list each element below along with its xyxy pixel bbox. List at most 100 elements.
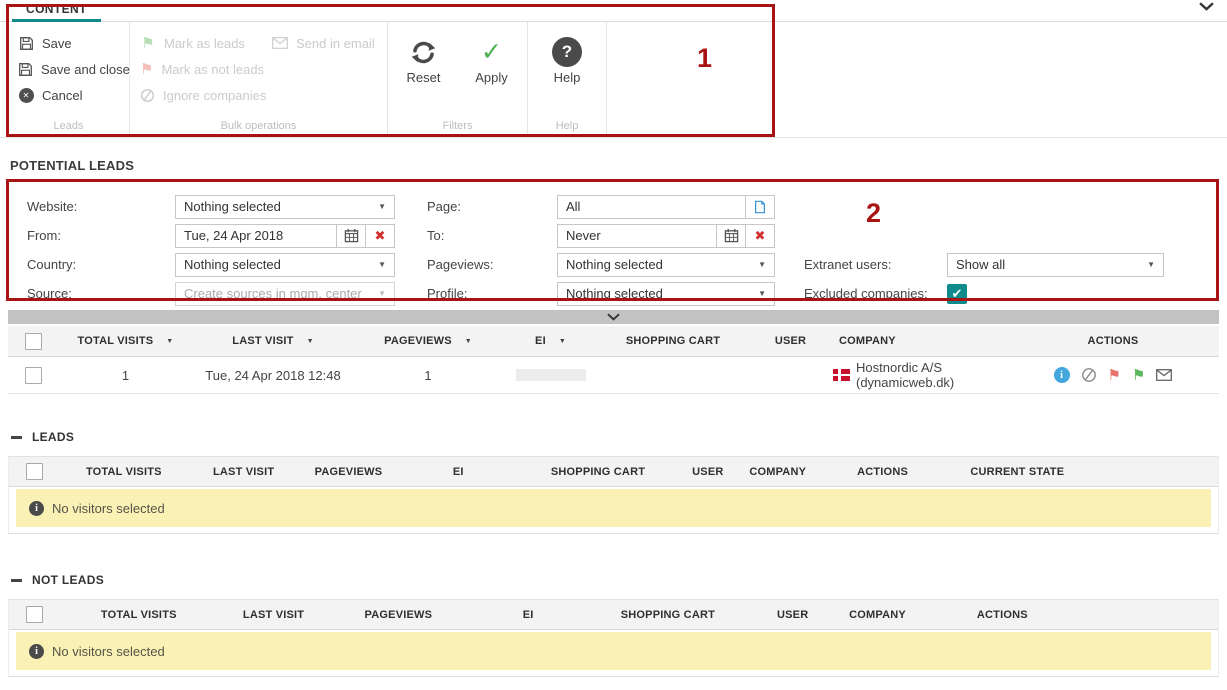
- column-last-visit: LAST VISIT: [232, 335, 294, 347]
- apply-label: Apply: [475, 70, 508, 85]
- column-ei: EI: [452, 465, 464, 478]
- potential-table-header: TOTAL VISITS ▼ LAST VISIT ▼ PAGEVIEWS ▼ …: [8, 326, 1219, 357]
- column-pageviews: PAGEVIEWS: [364, 608, 433, 621]
- filters-collapse-bar[interactable]: [8, 310, 1219, 324]
- column-user: USER: [777, 608, 809, 621]
- red-flag-icon[interactable]: ⚑: [1107, 366, 1121, 384]
- chevron-down-icon: ▼: [378, 289, 386, 298]
- mark-as-not-leads-label: Mark as not leads: [161, 61, 265, 77]
- help-label: Help: [553, 70, 581, 85]
- tab-content[interactable]: CONTENT: [12, 0, 101, 22]
- annotation-number-1: 1: [697, 43, 713, 73]
- clear-x-icon: ✖: [374, 227, 386, 243]
- ignore-companies-button[interactable]: Ignore companies: [130, 82, 266, 108]
- source-value: Create sources in mgm. center: [184, 286, 362, 301]
- excluded-companies-label: Excluded companies:: [804, 286, 928, 301]
- to-date-field[interactable]: Never ✖: [557, 223, 775, 248]
- ignore-icon[interactable]: [1081, 367, 1097, 383]
- info-icon[interactable]: i: [1053, 367, 1070, 383]
- profile-select[interactable]: Nothing selected ▼: [557, 281, 775, 306]
- collapse-minus-icon[interactable]: [11, 578, 22, 582]
- select-all-checkbox[interactable]: [26, 463, 43, 480]
- group-label-help: Help: [555, 120, 579, 132]
- from-clear-button[interactable]: ✖: [365, 224, 394, 247]
- ei-score-bar: [515, 369, 586, 381]
- email-icon[interactable]: [1156, 369, 1173, 381]
- reset-label: Reset: [406, 70, 441, 85]
- potential-leads-table: TOTAL VISITS ▼ LAST VISIT ▼ PAGEVIEWS ▼ …: [8, 326, 1219, 394]
- profile-label: Profile:: [427, 286, 468, 301]
- green-flag-icon[interactable]: ⚑: [1132, 366, 1146, 384]
- column-ei: EI: [522, 608, 534, 621]
- send-in-email-button[interactable]: Send in email: [262, 30, 375, 56]
- to-clear-button[interactable]: ✖: [745, 224, 774, 247]
- not-leads-empty-message: i No visitors selected: [16, 632, 1211, 670]
- save-button[interactable]: Save: [8, 30, 129, 56]
- ribbon-group-filters: Reset ✓ Apply Filters: [388, 22, 528, 137]
- column-shopping-cart: SHOPPING CART: [550, 465, 646, 478]
- sort-icon[interactable]: ▼: [464, 337, 472, 345]
- not-leads-table-header: TOTAL VISITS LAST VISIT PAGEVIEWS EI SHO…: [9, 599, 1218, 630]
- website-select[interactable]: Nothing selected ▼: [175, 194, 395, 219]
- extranet-users-select[interactable]: Show all ▼: [947, 252, 1164, 277]
- cancel-button[interactable]: ✕ Cancel: [8, 82, 129, 108]
- column-last-visit: LAST VISIT: [242, 608, 305, 621]
- help-button[interactable]: ? Help: [536, 30, 598, 137]
- column-shopping-cart: SHOPPING CART: [620, 608, 716, 621]
- chevron-down-icon: ▼: [1147, 260, 1155, 269]
- column-actions: ACTIONS: [1087, 335, 1139, 347]
- apply-button[interactable]: ✓ Apply: [461, 30, 523, 137]
- ribbon-group-bulk-operations: ⚑ Mark as leads ⚑ Mark as not leads Igno…: [130, 22, 388, 137]
- from-calendar-button[interactable]: [336, 224, 365, 247]
- company-name: Hostnordic A/S (dynamicweb.dk): [856, 360, 955, 390]
- page-title: POTENTIAL LEADS: [10, 158, 135, 173]
- leads-section-header: LEADS: [11, 430, 1227, 444]
- ribbon-toolbar: Save Save and close ✕ Cancel Leads ⚑ Mar…: [0, 22, 1227, 138]
- column-total-visits: TOTAL VISITS: [100, 608, 177, 621]
- sort-icon[interactable]: ▼: [306, 337, 314, 345]
- pageviews-value: 1: [424, 367, 432, 383]
- column-company: COMPANY: [839, 335, 896, 347]
- filters-panel: Website: Nothing selected ▼ Page: All Fr…: [8, 183, 1219, 306]
- extranet-users-value: Show all: [956, 257, 1006, 272]
- last-visit-value: Tue, 24 Apr 2018 12:48: [205, 367, 341, 383]
- from-date-field[interactable]: Tue, 24 Apr 2018 ✖: [175, 223, 395, 248]
- pageviews-select[interactable]: Nothing selected ▼: [557, 252, 775, 277]
- column-pageviews: PAGEVIEWS: [384, 335, 452, 347]
- select-all-checkbox[interactable]: [25, 332, 42, 350]
- sort-icon[interactable]: ▼: [166, 337, 174, 345]
- chevron-down-icon: ▼: [758, 260, 766, 269]
- ignore-companies-label: Ignore companies: [163, 87, 267, 103]
- page-picker-button[interactable]: [745, 195, 774, 218]
- column-last-visit: LAST VISIT: [212, 465, 275, 478]
- country-label: Country:: [27, 257, 77, 272]
- leads-empty-message: i No visitors selected: [16, 489, 1211, 527]
- select-all-checkbox[interactable]: [26, 606, 43, 623]
- page-field[interactable]: All: [557, 194, 775, 219]
- page-icon: [753, 200, 767, 214]
- chevron-down-icon: ▼: [758, 289, 766, 298]
- mark-as-leads-button[interactable]: ⚑ Mark as leads: [130, 30, 262, 56]
- website-label: Website:: [27, 199, 78, 214]
- save-and-close-button[interactable]: Save and close: [8, 56, 130, 82]
- pageviews-value: Nothing selected: [566, 257, 663, 272]
- sort-icon[interactable]: ▼: [558, 337, 566, 345]
- collapse-minus-icon[interactable]: [11, 435, 22, 439]
- country-select[interactable]: Nothing selected ▼: [175, 252, 395, 277]
- column-pageviews: PAGEVIEWS: [314, 465, 383, 478]
- to-calendar-button[interactable]: [716, 224, 745, 247]
- mark-as-not-leads-button[interactable]: ⚑ Mark as not leads: [130, 56, 265, 82]
- save-icon: [18, 62, 33, 77]
- excluded-companies-checkbox[interactable]: ✔: [947, 283, 967, 304]
- ribbon-collapse-chevron-icon[interactable]: [1199, 2, 1214, 11]
- not-leads-table: TOTAL VISITS LAST VISIT PAGEVIEWS EI SHO…: [8, 599, 1219, 677]
- column-shopping-cart: SHOPPING CART: [625, 335, 721, 347]
- not-leads-section-header: NOT LEADS: [11, 573, 1227, 587]
- column-ei: EI: [535, 335, 546, 347]
- from-date-value: Tue, 24 Apr 2018: [184, 228, 284, 243]
- info-icon: i: [29, 500, 44, 516]
- send-in-email-label: Send in email: [296, 35, 375, 51]
- reset-button[interactable]: Reset: [393, 30, 455, 137]
- row-checkbox[interactable]: [25, 366, 42, 384]
- help-icon: ?: [552, 34, 582, 70]
